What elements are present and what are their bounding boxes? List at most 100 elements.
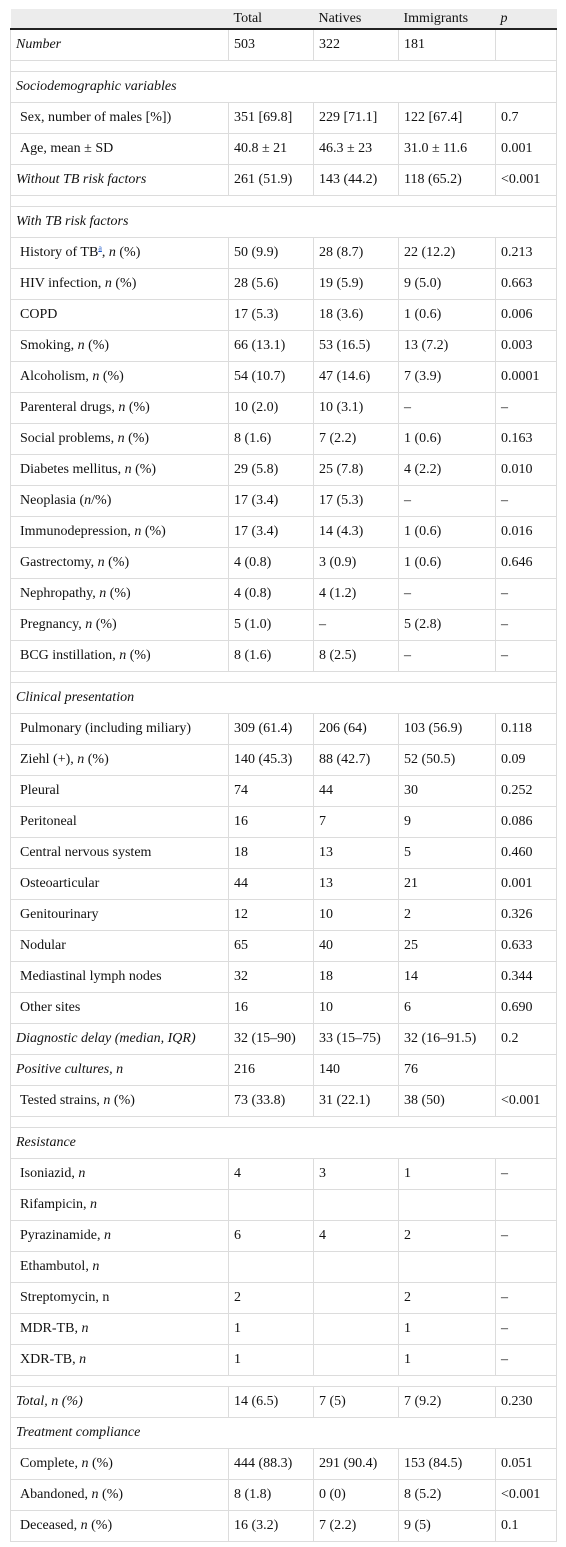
cell-total: 17 (5.3) xyxy=(228,298,314,331)
cell-total: 17 (3.4) xyxy=(228,484,314,517)
cell-natives: 0 (0) xyxy=(313,1478,399,1511)
cell-immigrants: 9 xyxy=(398,805,496,838)
row-label: Without TB risk factors xyxy=(10,163,229,196)
cell-p: – xyxy=(495,484,557,517)
row-label-text: Immunodepression xyxy=(20,523,128,539)
row-label: Parenteral drugs, n (%) xyxy=(10,391,229,424)
row-label: Deceased, n (%) xyxy=(10,1509,229,1542)
cell-natives: 18 xyxy=(313,960,399,993)
row-label-text: Without TB risk factors xyxy=(16,171,147,187)
n-italic: n xyxy=(85,616,93,632)
cell-p: <0.001 xyxy=(495,1084,557,1117)
cell-immigrants: 9 (5.0) xyxy=(398,267,496,300)
cell-natives: 47 (14.6) xyxy=(313,360,399,393)
row-label-text: Alcoholism xyxy=(20,368,86,384)
table-row: Peritoneal 16 7 9 0.086 xyxy=(10,805,557,838)
table-row: COPD 17 (5.3) 18 (3.6) 1 (0.6) 0.006 xyxy=(10,298,557,331)
table-row: Nephropathy, n (%) 4 (0.8) 4 (1.2) – – xyxy=(10,577,557,610)
header-natives: Natives xyxy=(313,9,399,30)
cell-p: 0.001 xyxy=(495,132,557,165)
table-row: Streptomycin, n 2 2– xyxy=(10,1281,557,1314)
row-label-text: BCG instillation xyxy=(20,647,113,663)
row-label: Other sites xyxy=(10,991,229,1024)
cell-natives: 4 (1.2) xyxy=(313,577,399,610)
footnote-link[interactable]: a xyxy=(98,242,102,252)
row-label-text: Parenteral drugs xyxy=(20,399,112,415)
cell-immigrants: 2 xyxy=(398,898,496,931)
row-label: Number xyxy=(10,28,229,61)
cell-p xyxy=(495,1188,557,1221)
row-label-suffix: , n (%) xyxy=(70,337,110,353)
cell-immigrants: 25 xyxy=(398,929,496,962)
n-italic: n xyxy=(91,1486,99,1502)
cell-p: – xyxy=(495,1219,557,1252)
row-label: Mediastinal lymph nodes xyxy=(10,960,229,993)
section-heading: With TB risk factors xyxy=(10,205,557,238)
row-label-suffix: , n (%) xyxy=(97,275,137,291)
cell-natives: 14 (4.3) xyxy=(313,515,399,548)
cell-immigrants: – xyxy=(398,639,496,672)
spacer-row xyxy=(10,59,557,72)
row-label-suffix: , n (%) xyxy=(127,523,166,539)
cell-p: 0.663 xyxy=(495,267,557,300)
cell-total: 17 (3.4) xyxy=(228,515,314,548)
cell-p xyxy=(495,1250,557,1283)
cell-natives: 7 (2.2) xyxy=(313,1509,399,1542)
row-label-suffix: , n xyxy=(71,1165,86,1181)
row-label-suffix: , n (%) xyxy=(111,399,150,415)
header-blank-cell xyxy=(10,9,229,30)
cell-immigrants: 32 (16–91.5) xyxy=(398,1022,496,1055)
cell-natives: 17 (5.3) xyxy=(313,484,399,517)
table-row: Parenteral drugs, n (%) 10 (2.0) 10 (3.1) –… xyxy=(10,391,557,424)
n-italic: n xyxy=(92,368,100,384)
cell-natives xyxy=(313,1343,399,1376)
cell-natives: 4 xyxy=(313,1219,399,1252)
cell-immigrants: 22 (12.2) xyxy=(398,236,496,269)
row-label-text: Ziehl (+) xyxy=(20,751,71,767)
cell-p: 0.633 xyxy=(495,929,557,962)
row-label-suffix: , n xyxy=(74,1320,89,1336)
cell-p: 0.460 xyxy=(495,836,557,869)
row-label-text: Pulmonary (including miliary) xyxy=(20,720,192,736)
table-row: Ethambutol, n xyxy=(10,1250,557,1283)
row-label: Pregnancy, n (%) xyxy=(10,608,229,641)
cell-natives xyxy=(313,1250,399,1283)
cell-p: 0.252 xyxy=(495,774,557,807)
row-label: Immunodepression, n (%) xyxy=(10,515,229,548)
n-italic: n xyxy=(77,751,85,767)
cell-natives: 13 xyxy=(313,836,399,869)
cell-natives xyxy=(313,1281,399,1314)
row-label-suffix: , n (%) xyxy=(84,1486,124,1502)
table-row: Tested strains, n (%) 73 (33.8) 31 (22.1) 3… xyxy=(10,1084,557,1117)
cell-total: 65 xyxy=(228,929,314,962)
cell-natives: 7 (5) xyxy=(313,1385,399,1418)
row-label-text: Social problems xyxy=(20,430,111,446)
row-label: COPD xyxy=(10,298,229,331)
cell-p xyxy=(495,28,557,61)
cell-p: – xyxy=(495,391,557,424)
cell-natives xyxy=(313,1312,399,1345)
row-label-suffix: , n xyxy=(85,1258,100,1274)
row-label: Abandoned, n (%) xyxy=(10,1478,229,1511)
cell-p: 0.690 xyxy=(495,991,557,1024)
cell-immigrants: 21 xyxy=(398,867,496,900)
row-label-text: Osteoarticular xyxy=(20,875,100,891)
row-label-text: Streptomycin, n xyxy=(20,1289,110,1305)
row-label-text: MDR-TB xyxy=(20,1320,75,1336)
cell-natives: 10 xyxy=(313,991,399,1024)
cell-total: 261 (51.9) xyxy=(228,163,314,196)
table-row: Abandoned, n (%) 8 (1.8) 0 (0) 8 (5.2) <0.00… xyxy=(10,1478,557,1511)
row-label: Central nervous system xyxy=(10,836,229,869)
row-label: Total, n (%) xyxy=(10,1385,229,1418)
cell-total: 10 (2.0) xyxy=(228,391,314,424)
row-label: Diagnostic delay (median, IQR) xyxy=(10,1022,229,1055)
row-label: Ethambutol, n xyxy=(10,1250,229,1283)
n-italic: n xyxy=(119,647,127,663)
row-label-text: Diabetes mellitus xyxy=(20,461,118,477)
cell-total: 2 xyxy=(228,1281,314,1314)
cell-total: 8 (1.6) xyxy=(228,639,314,672)
table-row: Other sites 16 10 6 0.690 xyxy=(10,991,557,1024)
cell-total: 73 (33.8) xyxy=(228,1084,314,1117)
row-label: Streptomycin, n xyxy=(10,1281,229,1314)
cell-natives: 25 (7.8) xyxy=(313,453,399,486)
